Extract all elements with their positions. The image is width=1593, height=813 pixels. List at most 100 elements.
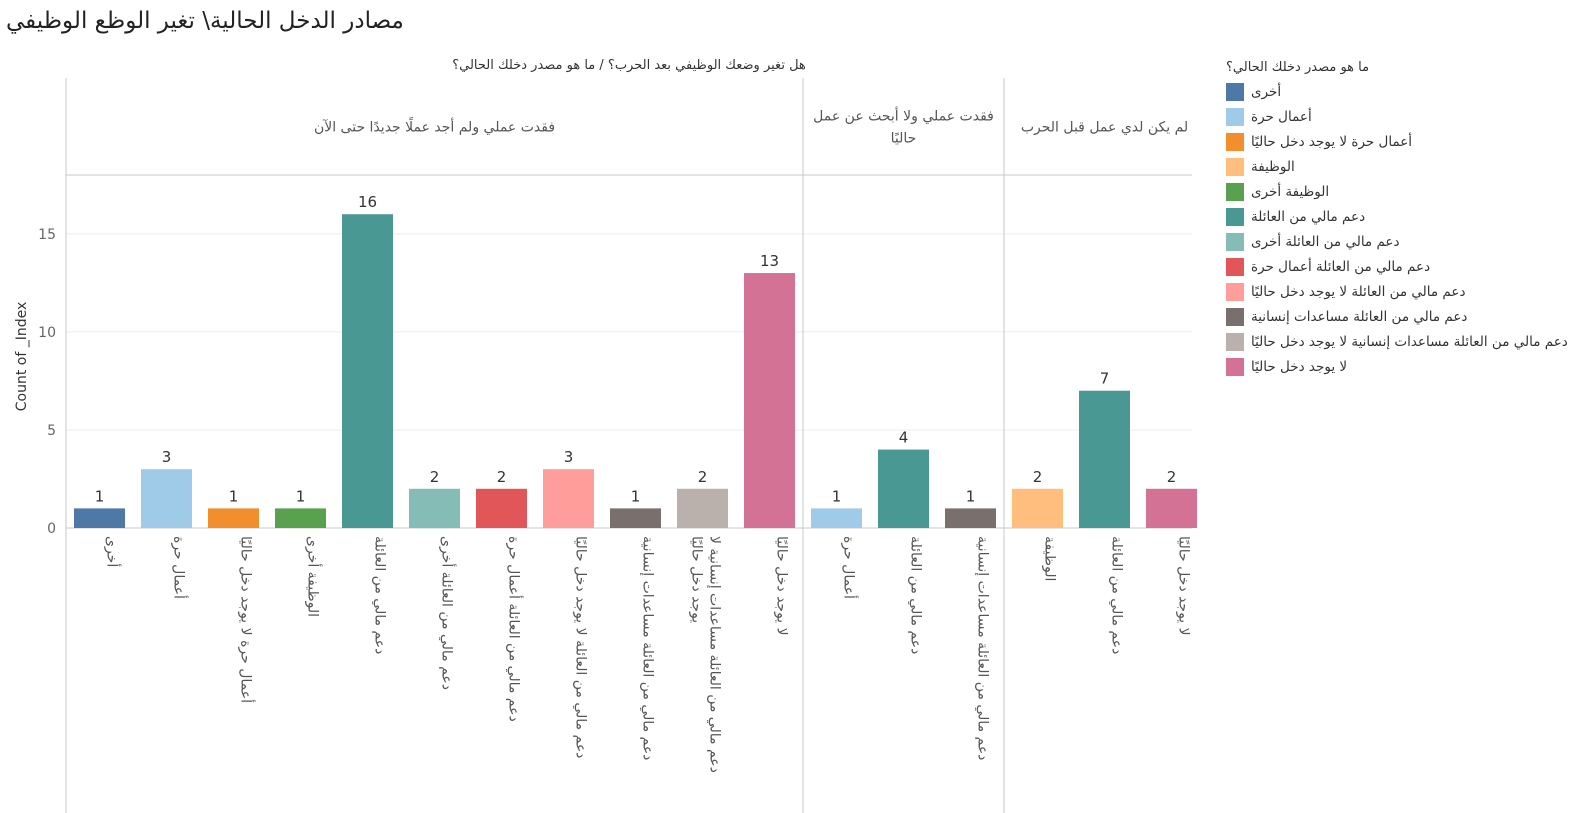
legend-swatch — [1226, 107, 1244, 126]
legend-swatch — [1226, 307, 1244, 326]
bar — [543, 469, 594, 528]
legend-item: أعمال حرة لا يوجد دخل حاليًا — [1226, 129, 1591, 154]
bar-value-label: 2 — [1167, 468, 1177, 486]
legend-label: دعم مالي من العائلة مساعدات إنسانية — [1251, 308, 1468, 325]
legend-label: دعم مالي من العائلة — [1251, 208, 1366, 225]
bar-value-label: 3 — [564, 448, 574, 466]
y-tick-label: 10 — [38, 325, 56, 341]
bar — [1012, 488, 1063, 528]
bar-value-label: 4 — [899, 429, 909, 447]
x-tick-label: دعم مالي من العائلة مساعدات إنسانية — [640, 536, 656, 760]
legend-item: دعم مالي من العائلة — [1226, 204, 1591, 229]
x-tick-label: يوجد دخل حاليًا — [689, 536, 705, 623]
x-tick-label: دعم مالي من العائلة — [908, 536, 924, 654]
bar — [1146, 488, 1197, 528]
legend-item: دعم مالي من العائلة أعمال حرة — [1226, 254, 1591, 279]
legend-swatch — [1226, 232, 1244, 251]
legend-item: أخرى — [1226, 79, 1591, 104]
legend-item: دعم مالي من العائلة لا يوجد دخل حاليًا — [1226, 279, 1591, 304]
bar-value-label: 16 — [358, 193, 377, 211]
x-tick-label: دعم مالي من العائلة — [372, 536, 388, 654]
x-tick-label: دعم مالي من العائلة لا يوجد دخل حاليًا — [573, 536, 589, 758]
bar — [74, 508, 125, 528]
bar — [1079, 390, 1130, 528]
legend-swatch — [1226, 207, 1244, 226]
legend-label: دعم مالي من العائلة أعمال حرة — [1251, 258, 1431, 275]
bar — [878, 449, 929, 528]
panel-header-label: لم يكن لدي عمل قبل الحرب — [1021, 120, 1188, 136]
bar — [342, 214, 393, 528]
legend-item: دعم مالي من العائلة مساعدات إنسانية لا ي… — [1226, 329, 1591, 354]
bar-value-label: 2 — [497, 468, 507, 486]
bar-value-label: 1 — [832, 487, 842, 505]
x-tick-label: دعم مالي من العائلة أخرى — [439, 536, 457, 690]
bar — [141, 469, 192, 528]
panel-header-label: فقدت عملي ولم أجد عملًا جديدًا حتى الآن — [314, 116, 555, 135]
y-axis-title: Count of _Index — [14, 302, 30, 412]
legend-item: الوظيفة — [1226, 154, 1591, 179]
column-header: هل تغير وضعك الوظيفي بعد الحرب؟ / ما هو … — [452, 58, 806, 73]
x-tick-label: الوظيفة — [1042, 536, 1058, 581]
legend-item: لا يوجد دخل حاليًا — [1226, 354, 1591, 379]
bar-value-label: 2 — [1033, 468, 1043, 486]
x-tick-label: دعم مالي من العائلة — [1109, 536, 1125, 654]
x-tick-label: أعمال حرة — [841, 536, 859, 599]
bar-value-label: 1 — [631, 487, 641, 505]
bar — [476, 488, 527, 528]
legend-swatch — [1226, 357, 1244, 376]
x-tick-label: الوظيفة أخرى — [305, 536, 323, 617]
legend-label: دعم مالي من العائلة مساعدات إنسانية لا ي… — [1251, 333, 1568, 350]
legend-swatch — [1226, 132, 1244, 151]
bar — [208, 508, 259, 528]
x-tick-label: دعم مالي من العائلة مساعدات إنسانية لا — [707, 536, 723, 773]
x-tick-label: دعم مالي من العائلة أعمال حرة — [506, 536, 524, 722]
legend-label: الوظيفة — [1251, 158, 1295, 175]
bar-value-label: 1 — [229, 487, 239, 505]
bar — [610, 508, 661, 528]
legend-label: أعمال حرة لا يوجد دخل حاليًا — [1251, 133, 1413, 150]
bar — [677, 488, 728, 528]
bar-value-label: 7 — [1100, 370, 1110, 388]
legend-label: دعم مالي من العائلة أخرى — [1251, 233, 1400, 250]
bar — [409, 488, 460, 528]
legend-swatch — [1226, 257, 1244, 276]
panel-header-label: حاليًا — [891, 131, 917, 147]
x-tick-label: لا يوجد دخل حاليًا — [774, 536, 790, 636]
bar-value-label: 2 — [430, 468, 440, 486]
bar-value-label: 13 — [760, 252, 779, 270]
bar-value-label: 3 — [162, 448, 172, 466]
legend-swatch — [1226, 82, 1244, 101]
panel-header-label: فقدت عملي ولا أبحث عن عمل — [813, 107, 994, 125]
legend-item: الوظيفة أخرى — [1226, 179, 1591, 204]
bar-value-label: 1 — [296, 487, 306, 505]
legend: ما هو مصدر دخلك الحالي؟ أخرى أعمال حرة أعم… — [1226, 60, 1591, 379]
x-tick-label: أعمال حرة — [171, 536, 189, 599]
x-tick-label: أعمال حرة لا يوجد دخل حاليًا — [238, 536, 256, 703]
legend-label: دعم مالي من العائلة لا يوجد دخل حاليًا — [1251, 283, 1466, 300]
legend-label: أعمال حرة — [1251, 108, 1312, 125]
legend-label: الوظيفة أخرى — [1251, 183, 1330, 200]
legend-swatch — [1226, 182, 1244, 201]
legend-item: دعم مالي من العائلة مساعدات إنسانية — [1226, 304, 1591, 329]
legend-item: دعم مالي من العائلة أخرى — [1226, 229, 1591, 254]
legend-swatch — [1226, 157, 1244, 176]
legend-swatch — [1226, 282, 1244, 301]
legend-title: ما هو مصدر دخلك الحالي؟ — [1226, 60, 1370, 75]
legend-items: أخرى أعمال حرة أعمال حرة لا يوجد دخل حاليً… — [1226, 79, 1591, 379]
y-tick-label: 0 — [47, 521, 56, 537]
bar-value-label: 1 — [95, 487, 105, 505]
legend-label: لا يوجد دخل حاليًا — [1251, 358, 1348, 375]
bar-chart: 0 5 10 15 Count of _Index فقدت عملي ولم أجد ع… — [14, 78, 1197, 813]
bar — [744, 273, 795, 528]
x-tick-label: لا يوجد دخل حاليًا — [1176, 536, 1192, 636]
y-tick-label: 15 — [38, 227, 56, 243]
legend-item: أعمال حرة — [1226, 104, 1591, 129]
bar — [945, 508, 996, 528]
y-tick-label: 5 — [47, 423, 56, 439]
legend-swatch — [1226, 332, 1244, 351]
chart-title: مصادر الدخل الحالية\ تغير الوظع الوظيفي — [6, 8, 404, 34]
bar-value-label: 1 — [966, 487, 976, 505]
bar — [811, 508, 862, 528]
x-tick-label: أخرى — [104, 536, 122, 567]
legend-label: أخرى — [1251, 83, 1282, 100]
